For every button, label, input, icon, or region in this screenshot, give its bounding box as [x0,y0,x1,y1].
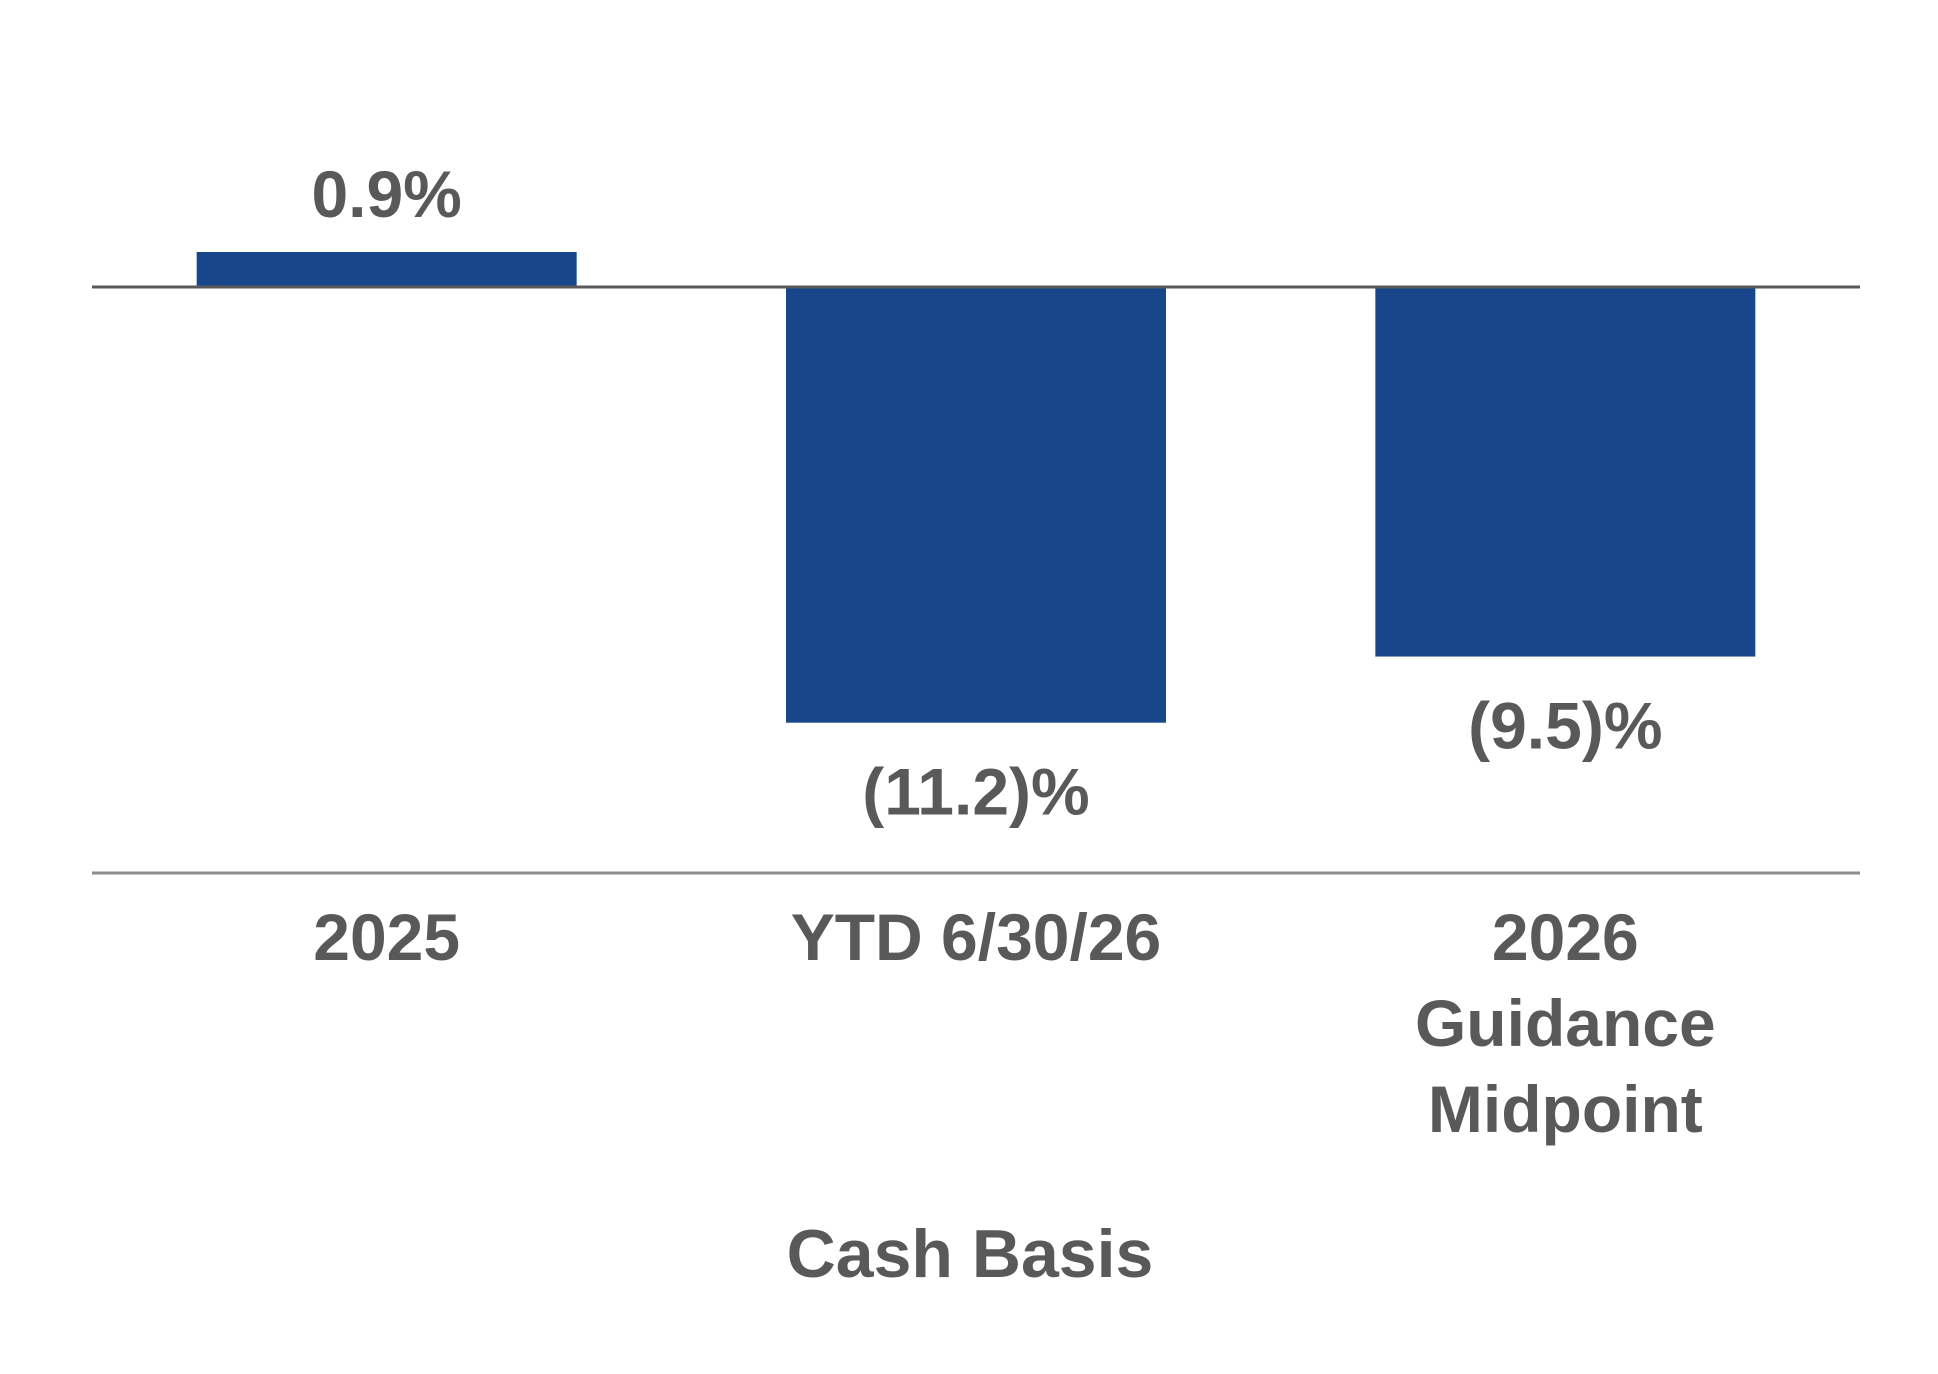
value-labels-group: 0.9% (11.2)% (9.5)% [311,157,1662,829]
data-label-1: (11.2)% [862,755,1089,829]
bar-0 [196,251,577,287]
category-label-2-line-1: Guidance [1415,986,1716,1060]
data-label-2: (9.5)% [1468,689,1662,763]
bar-2 [1375,287,1756,657]
bars-group [196,251,1756,723]
category-label-2-line-0: 2026 [1492,900,1639,974]
x-axis-title: Cash Basis [787,1216,1154,1292]
category-label-1-line-0: YTD 6/30/26 [791,900,1162,974]
bar-1 [786,287,1166,723]
category-label-0-line-0: 2025 [313,900,460,974]
category-label-2-line-2: Midpoint [1428,1072,1703,1146]
category-labels-group: 2025 YTD 6/30/26 2026 Guidance Midpoint [313,900,1715,1146]
data-label-0: 0.9% [311,157,461,231]
